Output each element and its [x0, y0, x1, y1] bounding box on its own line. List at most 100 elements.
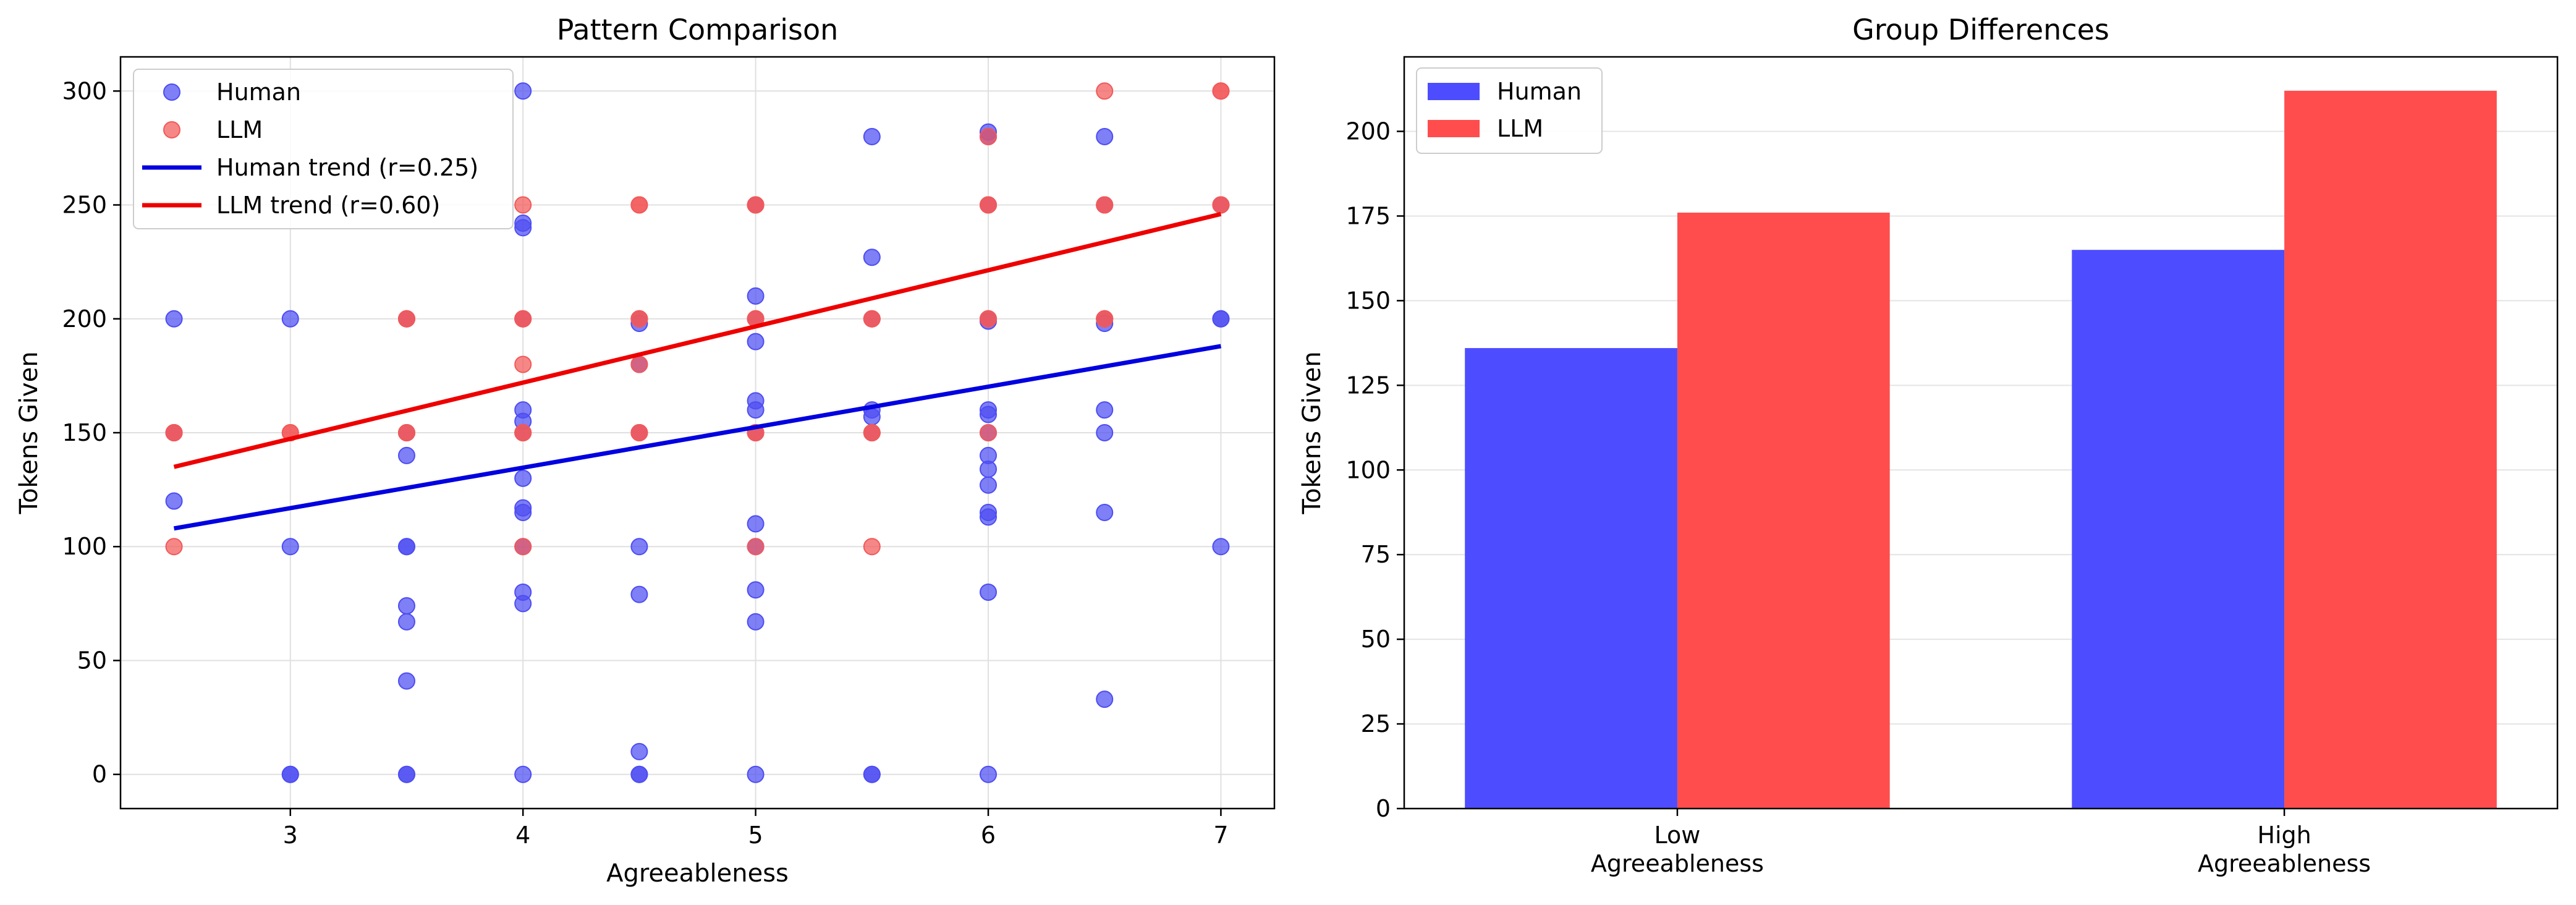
y-tick-label: 75: [1361, 541, 1391, 568]
human-point: [630, 742, 648, 760]
llm-point: [630, 355, 648, 373]
llm-point: [630, 424, 648, 441]
legend-label: Human: [1497, 78, 1582, 105]
bar-axes-frame: [1403, 56, 2559, 810]
llm-point: [1096, 196, 1114, 214]
llm-point: [514, 196, 532, 214]
y-tick-label: 100: [62, 533, 107, 560]
legend-marker: [163, 121, 180, 138]
bar-y-axis-label: Tokens Given: [1298, 351, 1326, 514]
human-point: [281, 538, 299, 556]
llm-point: [165, 538, 183, 556]
x-tick-label: Agreeableness: [1591, 850, 1764, 877]
y-tick-label: 50: [77, 647, 107, 674]
bar-plot-area: [1465, 90, 2497, 809]
human-point: [863, 249, 881, 266]
human-point: [747, 765, 765, 783]
scatter-ticks: 3 4 5 6 7 0 50 100 150 200 250 300: [62, 77, 1228, 849]
scatter-y-axis-label: Tokens Given: [15, 351, 43, 514]
human-point: [397, 538, 415, 556]
legend-label: LLM: [216, 116, 263, 143]
llm-point: [1212, 82, 1230, 100]
llm-point: [980, 424, 998, 441]
legend-label: Human trend (r=0.25): [216, 154, 478, 181]
human-point: [514, 219, 532, 237]
human-point: [630, 765, 648, 783]
trend-line: [173, 211, 1222, 469]
human-point: [747, 287, 765, 305]
human-point: [514, 82, 532, 100]
human-point: [1096, 424, 1114, 441]
llm-point: [980, 196, 998, 214]
x-tick-label: High: [2257, 822, 2311, 849]
scatter-legend: Human LLM Human trend (r=0.25) LLM trend (r…: [133, 69, 514, 229]
human-point: [747, 613, 765, 631]
legend-label: LLM trend (r=0.60): [216, 192, 440, 219]
y-tick-label: 200: [1345, 118, 1391, 145]
llm-point: [514, 310, 532, 328]
x-tick-label: 5: [748, 822, 763, 849]
human-point: [747, 333, 765, 351]
y-tick-label: 100: [1345, 456, 1391, 483]
y-tick-label: 175: [1345, 202, 1391, 229]
human-point: [630, 538, 648, 556]
legend-marker: [163, 83, 180, 101]
human-point: [514, 595, 532, 613]
llm-point: [165, 424, 183, 441]
trend-line: [173, 344, 1222, 531]
human-point: [980, 508, 998, 526]
llm-point: [1096, 310, 1114, 328]
bar-chart: 0255075100125150175200LowAgreeablenessHi…: [1298, 13, 2559, 877]
human-point: [863, 765, 881, 783]
human-point: [514, 503, 532, 521]
legend-swatch: [1428, 120, 1480, 137]
llm-point: [980, 127, 998, 145]
human-point: [1096, 690, 1114, 708]
scatter-plot-area: [165, 82, 1230, 783]
llm-point: [630, 196, 648, 214]
llm-point: [863, 424, 881, 441]
legend-label: Human: [216, 79, 301, 106]
human-point: [630, 585, 648, 603]
llm-point: [1212, 196, 1230, 214]
human-point: [397, 672, 415, 690]
human-bar: [1465, 348, 1677, 809]
human-point: [1096, 127, 1114, 145]
legend-label: LLM: [1497, 115, 1543, 142]
human-point: [863, 408, 881, 426]
y-tick-label: 25: [1361, 710, 1391, 737]
human-point: [980, 406, 998, 423]
y-tick-label: 125: [1345, 372, 1391, 399]
x-tick-label: 7: [1213, 822, 1228, 849]
human-point: [1096, 401, 1114, 419]
human-point: [165, 492, 183, 510]
y-tick-label: 300: [62, 77, 107, 104]
human-point: [281, 765, 299, 783]
llm-bar: [1677, 212, 1890, 809]
human-point: [1096, 503, 1114, 521]
human-point: [980, 460, 998, 478]
human-point: [747, 515, 765, 533]
human-point: [514, 765, 532, 783]
human-point: [514, 469, 532, 487]
llm-point: [747, 538, 765, 556]
y-tick-label: 0: [1376, 795, 1391, 822]
scatter-x-axis-label: Agreeableness: [606, 859, 789, 888]
x-tick-label: 6: [981, 822, 996, 849]
llm-point: [980, 310, 998, 328]
llm-point: [747, 196, 765, 214]
human-point: [980, 476, 998, 494]
human-point: [397, 613, 415, 631]
human-point: [281, 310, 299, 328]
y-tick-label: 150: [62, 419, 107, 446]
llm-point: [863, 310, 881, 328]
y-tick-label: 200: [62, 305, 107, 333]
legend-swatch: [1428, 83, 1480, 100]
scatter-chart: 3 4 5 6 7 0 50 100 150 200 250 300 Pattern Comparis…: [15, 13, 1276, 888]
human-point: [980, 765, 998, 783]
llm-point: [630, 310, 648, 328]
human-point: [1212, 538, 1230, 556]
human-point: [747, 581, 765, 599]
y-tick-label: 250: [62, 192, 107, 219]
bar-legend: Human LLM: [1416, 67, 1603, 154]
